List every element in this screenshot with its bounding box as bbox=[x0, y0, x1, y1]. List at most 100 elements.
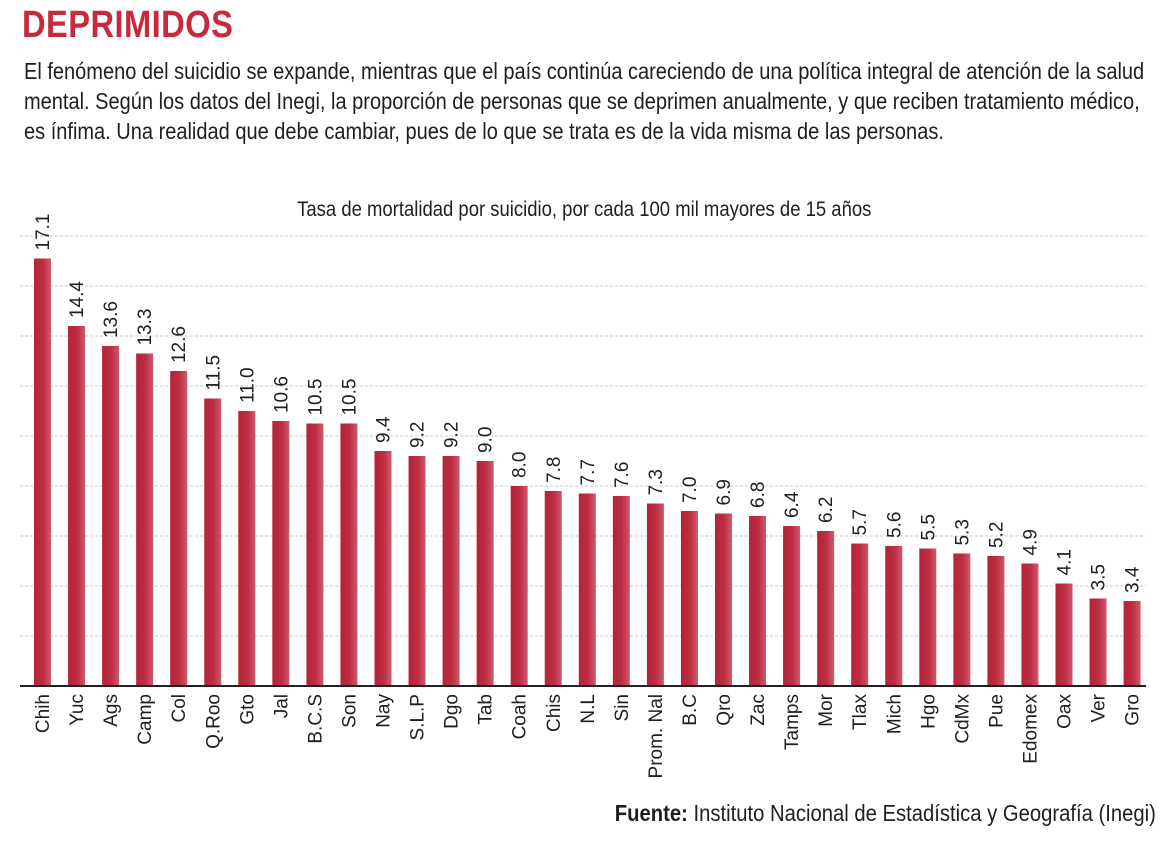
value-label: 14.4 bbox=[67, 281, 88, 318]
bar bbox=[1123, 601, 1141, 686]
bar bbox=[783, 526, 801, 686]
source-note: Fuente: Instituto Nacional de Estadístic… bbox=[615, 800, 1156, 827]
category-label: Dgo bbox=[442, 694, 463, 729]
bar bbox=[34, 258, 51, 686]
category-label: N.L bbox=[578, 694, 599, 724]
value-label: 5.2 bbox=[986, 522, 1007, 548]
value-label: 7.8 bbox=[544, 457, 565, 483]
category-label: Zac bbox=[748, 694, 769, 726]
source-text: Instituto Nacional de Estadística y Geog… bbox=[693, 800, 1156, 826]
category-label: Qro bbox=[714, 694, 735, 726]
category-label: Ags bbox=[101, 694, 122, 727]
value-label: 7.7 bbox=[578, 459, 599, 485]
value-label: 13.6 bbox=[101, 301, 122, 338]
bar bbox=[442, 456, 460, 686]
category-label: Chih bbox=[33, 694, 54, 733]
bar bbox=[374, 451, 392, 686]
bar bbox=[204, 398, 222, 686]
value-label: 6.8 bbox=[748, 482, 769, 508]
value-label: 6.2 bbox=[816, 497, 837, 523]
value-label: 9.2 bbox=[408, 422, 429, 448]
bar bbox=[1055, 583, 1073, 686]
category-label: Coah bbox=[510, 694, 531, 739]
value-label: 9.4 bbox=[374, 416, 395, 443]
value-label: 4.9 bbox=[1020, 529, 1041, 555]
category-label: Sin bbox=[612, 694, 633, 721]
category-label: Col bbox=[169, 694, 190, 723]
value-label: 9.2 bbox=[442, 422, 463, 448]
bar bbox=[715, 513, 732, 686]
category-label: Gro bbox=[1123, 694, 1144, 726]
bar bbox=[749, 516, 767, 686]
bar bbox=[987, 556, 1005, 686]
value-label: 6.9 bbox=[714, 479, 735, 505]
page-title: DEPRIMIDOS bbox=[22, 4, 234, 46]
category-label: Mich bbox=[884, 694, 905, 734]
bar bbox=[1021, 563, 1039, 686]
value-label: 8.0 bbox=[510, 452, 531, 478]
value-label: 11.0 bbox=[237, 367, 258, 403]
bar bbox=[476, 461, 494, 686]
value-label: 5.5 bbox=[918, 514, 939, 540]
value-label: 5.3 bbox=[952, 519, 973, 545]
bar bbox=[170, 371, 188, 686]
category-label: Ver bbox=[1089, 693, 1110, 722]
bar bbox=[272, 421, 290, 686]
category-label: Tamps bbox=[782, 694, 803, 750]
category-label: Prom. Nal bbox=[646, 694, 667, 778]
category-label: Tab bbox=[476, 694, 497, 725]
bar bbox=[612, 496, 630, 686]
category-label: Nay bbox=[374, 694, 395, 728]
category-label: Edomex bbox=[1020, 694, 1041, 764]
value-label: 11.5 bbox=[203, 355, 224, 391]
value-label: 7.0 bbox=[680, 477, 701, 503]
value-label: 7.6 bbox=[612, 462, 633, 488]
value-label: 12.6 bbox=[169, 326, 190, 363]
value-label: 10.6 bbox=[271, 376, 292, 413]
bar bbox=[680, 511, 698, 686]
bar bbox=[306, 423, 324, 686]
category-label: Gto bbox=[237, 694, 258, 725]
bar bbox=[1089, 598, 1107, 686]
category-labels: Chih Yuc Ags Camp Col Q.Roo Gto Jal B.C.S Son Nay S… bbox=[33, 693, 1144, 778]
bar bbox=[102, 346, 120, 686]
bar bbox=[953, 553, 971, 686]
bar bbox=[851, 543, 869, 686]
category-label: Oax bbox=[1055, 694, 1076, 729]
source-label: Fuente: bbox=[614, 800, 688, 826]
value-label: 9.0 bbox=[476, 427, 497, 453]
bar bbox=[817, 531, 835, 686]
bar bbox=[544, 491, 562, 686]
value-label: 3.5 bbox=[1089, 564, 1110, 590]
category-label: Son bbox=[339, 694, 360, 728]
category-label: Tlax bbox=[850, 694, 871, 730]
value-label: 7.3 bbox=[646, 469, 667, 495]
category-label: Jal bbox=[271, 694, 292, 718]
value-label: 5.6 bbox=[884, 512, 905, 538]
bar bbox=[340, 423, 358, 686]
value-labels: 17.1 14.4 13.6 13.3 12.6 11.5 11.0 10.6 10.5 10.5… bbox=[33, 214, 1144, 593]
category-label: Mor bbox=[816, 693, 837, 726]
value-label: 10.5 bbox=[305, 379, 326, 416]
value-label: 6.4 bbox=[782, 491, 803, 518]
category-label: Camp bbox=[135, 694, 156, 745]
bar bbox=[885, 546, 903, 686]
bar bbox=[408, 456, 426, 686]
category-label: CdMx bbox=[952, 694, 973, 744]
chart-title-text: Tasa de mortalidad por suicidio, por cad… bbox=[296, 198, 872, 221]
bars bbox=[34, 258, 1141, 686]
category-label: Hgo bbox=[918, 694, 939, 729]
value-label: 3.4 bbox=[1123, 566, 1144, 593]
value-label: 13.3 bbox=[135, 309, 156, 346]
category-label: Yuc bbox=[67, 694, 88, 726]
bar bbox=[136, 353, 154, 686]
chart-title: Tasa de mortalidad por suicidio, por cad… bbox=[0, 198, 1168, 222]
bar bbox=[68, 326, 86, 686]
value-label: 4.1 bbox=[1055, 549, 1076, 575]
value-label: 5.7 bbox=[850, 509, 871, 535]
category-label: Q.Roo bbox=[203, 694, 224, 749]
value-label: 10.5 bbox=[339, 379, 360, 416]
category-label: Pue bbox=[986, 694, 1007, 728]
bar bbox=[919, 548, 937, 686]
